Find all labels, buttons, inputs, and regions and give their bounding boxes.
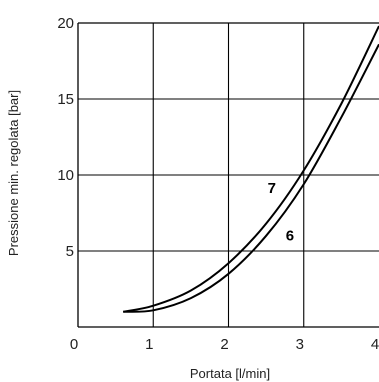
series-label-6: 6 [286, 227, 294, 244]
y-tick-label-10: 10 [57, 167, 74, 184]
x-axis-label: Portata [l/min] [190, 366, 270, 381]
series-line-7 [123, 25, 379, 313]
tick-labels: 0 1 2 3 4 5 10 15 20 [57, 15, 379, 353]
y-tick-label-5: 5 [66, 243, 74, 260]
x-tick-label-3: 3 [296, 336, 304, 353]
series-label-7: 7 [268, 180, 276, 197]
y-tick-label-15: 15 [57, 91, 74, 108]
x-tick-label-2: 2 [220, 336, 228, 353]
series-group: 76 [123, 25, 379, 313]
x-tick-label-1: 1 [145, 336, 153, 353]
grid [78, 23, 379, 327]
x-tick-label-4: 4 [371, 336, 379, 353]
x-tick-label-0: 0 [70, 336, 78, 353]
y-tick-label-20: 20 [57, 15, 74, 32]
series-line-6 [123, 43, 379, 313]
y-axis-label: Pressione min. regolata [bar] [6, 90, 21, 256]
plot-frame [77, 22, 379, 328]
